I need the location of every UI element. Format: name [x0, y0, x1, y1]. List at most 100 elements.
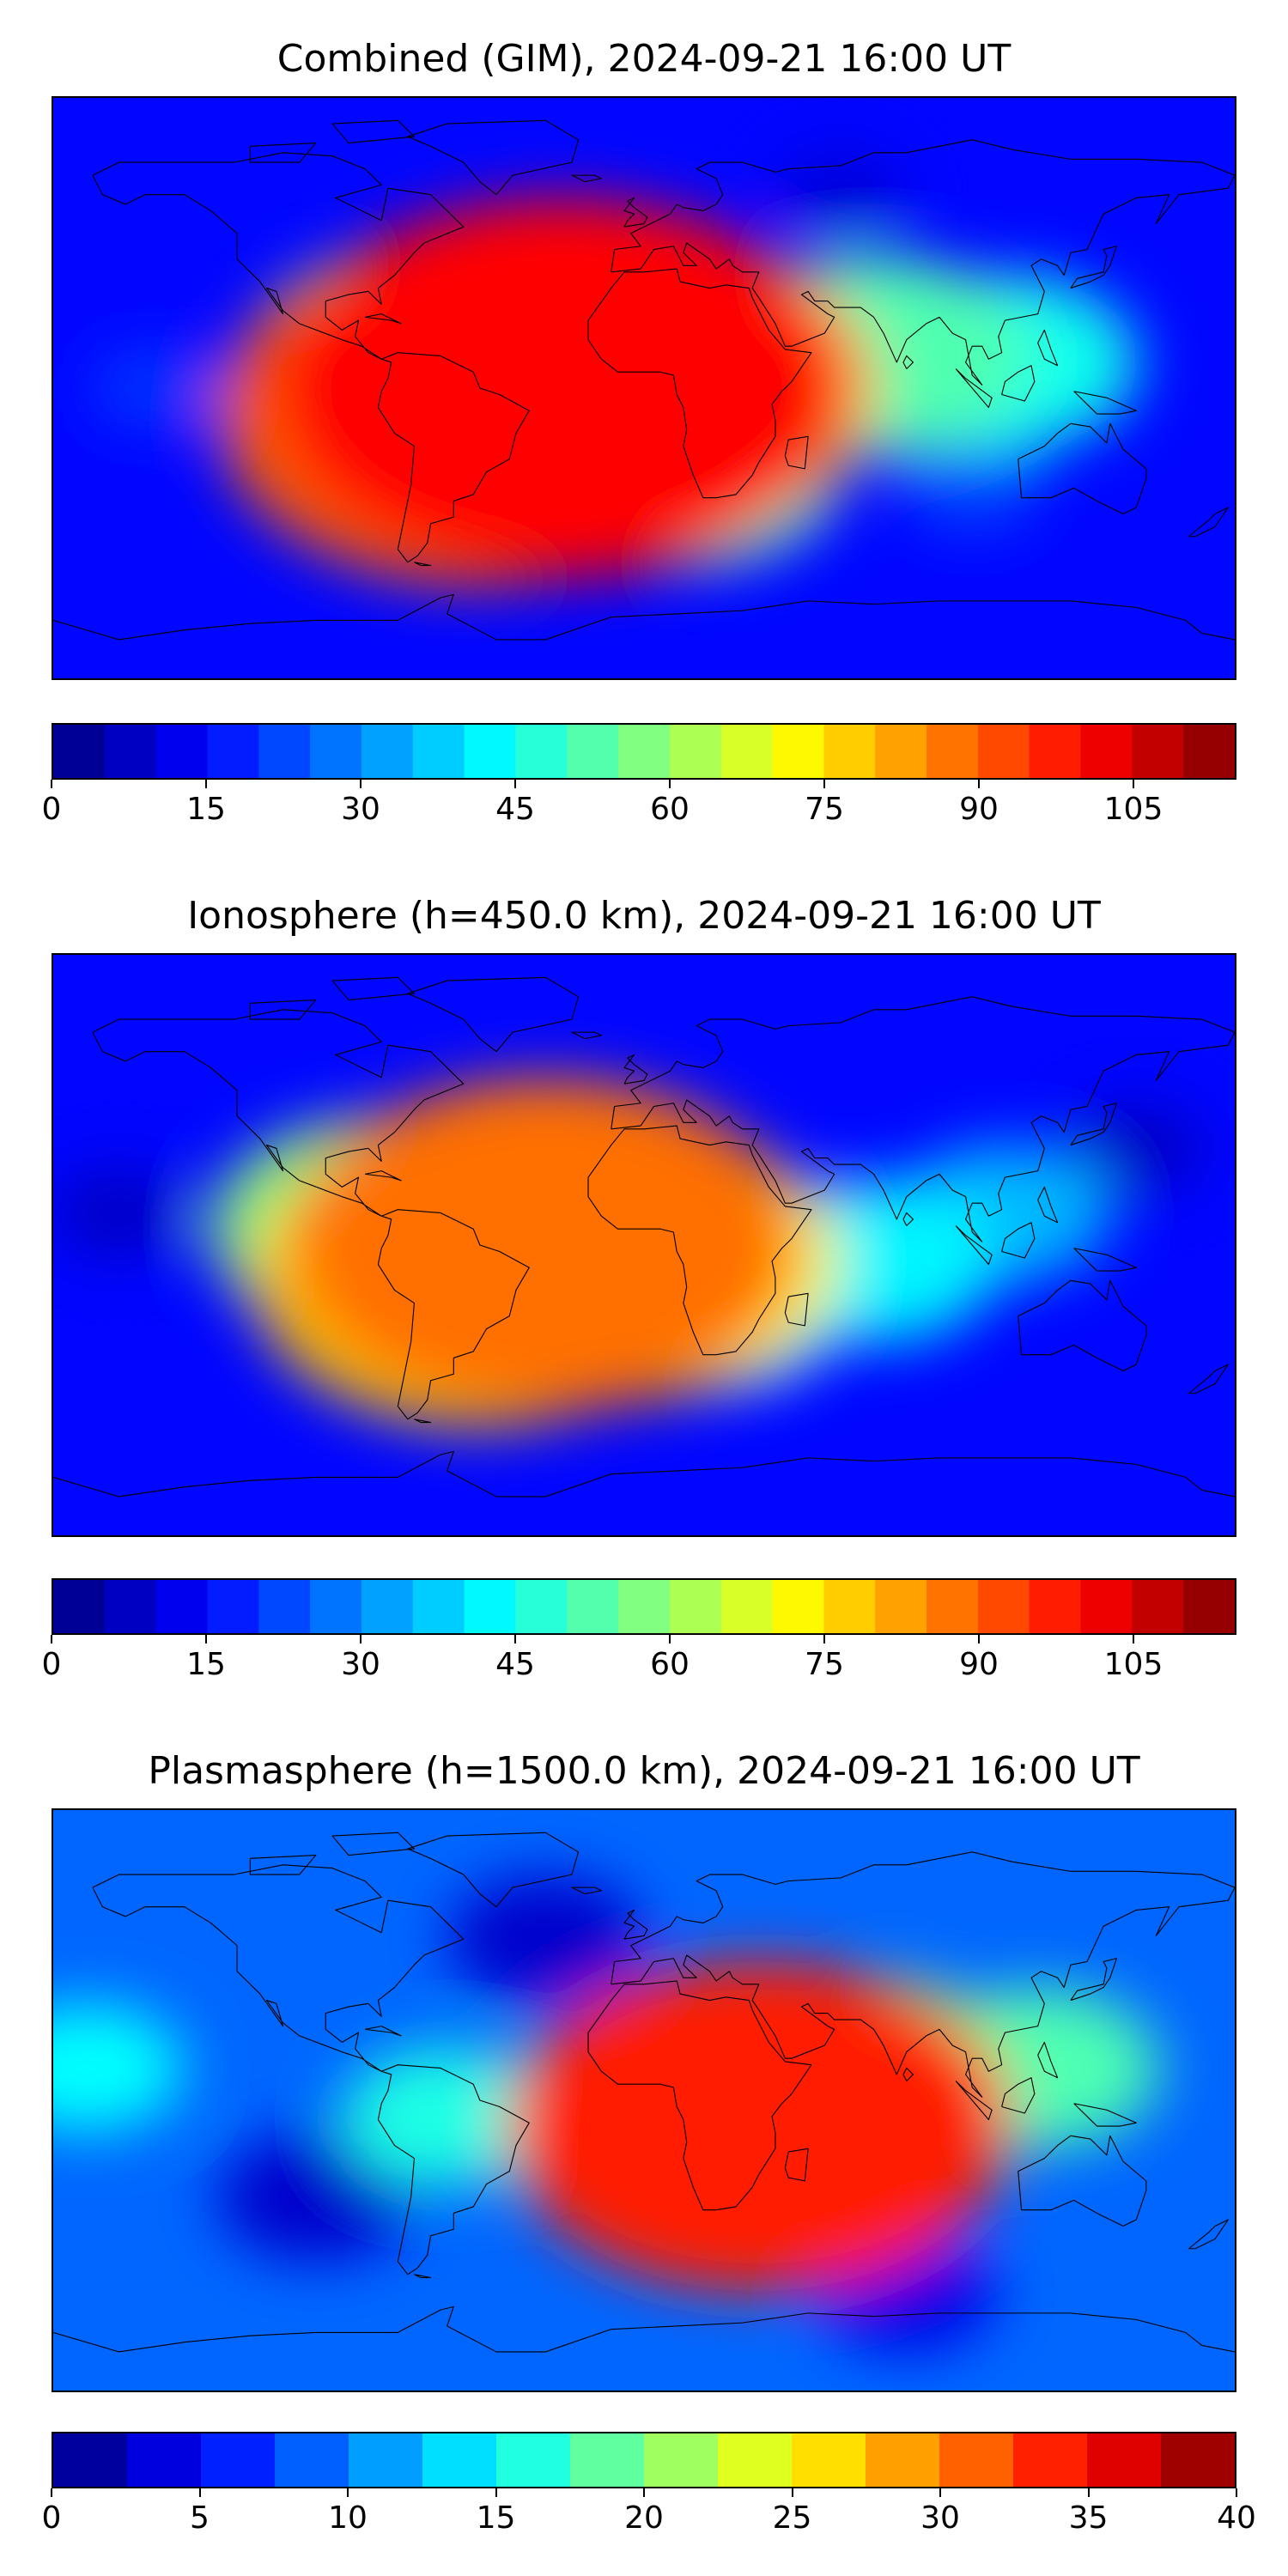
field-feature — [341, 2046, 554, 2186]
coastline — [572, 1887, 601, 1894]
field-feature — [272, 198, 852, 578]
map-plot — [52, 953, 1236, 1537]
colorbar-tick — [1236, 2488, 1237, 2497]
colorbar-segment — [644, 2433, 719, 2487]
coastlines — [53, 977, 1235, 1497]
colorbar — [52, 1578, 1236, 1635]
colorbar-segment — [977, 1580, 1030, 1633]
coastline — [1188, 507, 1228, 537]
coastline — [1074, 2104, 1137, 2126]
colorbar-tick — [360, 780, 361, 788]
coastline — [1071, 1959, 1117, 2001]
colorbar-tick-label: 20 — [624, 2500, 664, 2536]
coastlines — [53, 1832, 1235, 2352]
colorbar-segment — [104, 725, 157, 778]
colorbar-tick-label: 0 — [41, 792, 62, 827]
field-feature — [289, 1078, 801, 1413]
coastline — [1071, 1103, 1117, 1145]
coastline — [250, 1000, 315, 1020]
coastline — [611, 1852, 1235, 2097]
colorbar-tick — [205, 780, 207, 788]
colorbar-segment — [720, 725, 774, 778]
coastline — [1038, 2042, 1058, 2077]
colorbar-segment — [1183, 1580, 1235, 1633]
colorbar-tick-label: 30 — [341, 1647, 380, 1682]
colorbar-segment — [669, 725, 722, 778]
colorbar-tick-label: 15 — [186, 792, 226, 827]
field-feature — [777, 153, 905, 236]
colorbar-tick-label: 60 — [650, 1647, 690, 1682]
coastline — [93, 1010, 464, 1216]
colorbar-tick — [1087, 2488, 1090, 2497]
coastline — [378, 1210, 529, 1419]
coastline — [624, 197, 647, 227]
field-feature — [217, 2132, 414, 2262]
coastline — [53, 2306, 1235, 2352]
coastline — [1018, 423, 1146, 513]
colorbar-segment — [1080, 725, 1133, 778]
coastline — [588, 1126, 811, 1355]
colorbar-tick-label: 15 — [476, 2500, 516, 2536]
colorbar-tick — [669, 1635, 671, 1643]
field-feature — [902, 440, 1042, 531]
colorbar-segment — [201, 2433, 276, 2487]
colorbar-segment — [567, 725, 619, 778]
colorbar-segment — [875, 1580, 927, 1633]
field-feature — [1066, 1103, 1206, 1194]
colorbar-segment — [53, 725, 106, 778]
colorbar-segment — [927, 725, 979, 778]
coastline — [414, 1419, 430, 1423]
coastline — [785, 2148, 808, 2181]
chart-title: Combined (GIM), 2024-09-21 16:00 UT — [276, 37, 1012, 81]
coastline — [365, 2026, 401, 2036]
coastline — [572, 175, 601, 182]
colorbar-tick-label: 0 — [41, 2500, 62, 2536]
colorbar-segment — [207, 725, 259, 778]
coastline — [250, 143, 315, 163]
colorbar — [52, 2432, 1236, 2488]
coastline — [332, 977, 415, 999]
colorbar-tick — [1133, 780, 1134, 788]
colorbar-tick-label: 105 — [1103, 792, 1163, 827]
colorbar-tick-label: 10 — [328, 2500, 368, 2536]
colorbar-tick — [205, 1635, 207, 1643]
colorbar-segment — [792, 2433, 866, 2487]
coastline — [93, 1865, 464, 2071]
map-plot — [52, 1808, 1236, 2392]
colorbar-segment — [361, 1580, 414, 1633]
colorbar-segment — [977, 725, 1030, 778]
colorbar-segment — [567, 1580, 619, 1633]
colorbar-tick — [823, 780, 825, 788]
coastline — [1074, 392, 1137, 414]
colorbar — [52, 723, 1236, 780]
coastline — [1071, 246, 1117, 289]
colorbar-segment — [669, 1580, 722, 1633]
colorbar-tick — [198, 2488, 201, 2497]
colorbar-tick — [978, 1635, 980, 1643]
colorbar-segment — [275, 2433, 349, 2487]
colorbar-tick — [51, 2488, 52, 2497]
colorbar-tick — [791, 2488, 793, 2497]
coastline — [956, 2081, 992, 2119]
colorbar-segment — [1013, 2433, 1088, 2487]
colorbar-segment — [1183, 725, 1235, 778]
colorbar-tick-label: 15 — [186, 1647, 226, 1682]
colorbar-segment — [1080, 1580, 1133, 1633]
coastline — [378, 353, 529, 562]
coastline — [624, 1054, 647, 1084]
coastline — [414, 2275, 430, 2278]
colorbar-tick — [51, 780, 52, 788]
coastlines — [53, 120, 1235, 640]
colorbar-tick — [514, 780, 516, 788]
colorbar-tick — [360, 1635, 361, 1643]
colorbar-segment — [618, 725, 671, 778]
colorbar-tick-label: 45 — [495, 792, 535, 827]
coastline — [250, 1856, 315, 1875]
colorbar-segment — [570, 2433, 645, 2487]
colorbar-tick — [347, 2488, 349, 2497]
coastline — [588, 269, 811, 498]
colorbar-tick — [939, 2488, 941, 2497]
colorbar-tick-label: 60 — [650, 792, 690, 827]
colorbar-tick-label: 30 — [341, 792, 380, 827]
colorbar-tick-label: 90 — [959, 1647, 999, 1682]
